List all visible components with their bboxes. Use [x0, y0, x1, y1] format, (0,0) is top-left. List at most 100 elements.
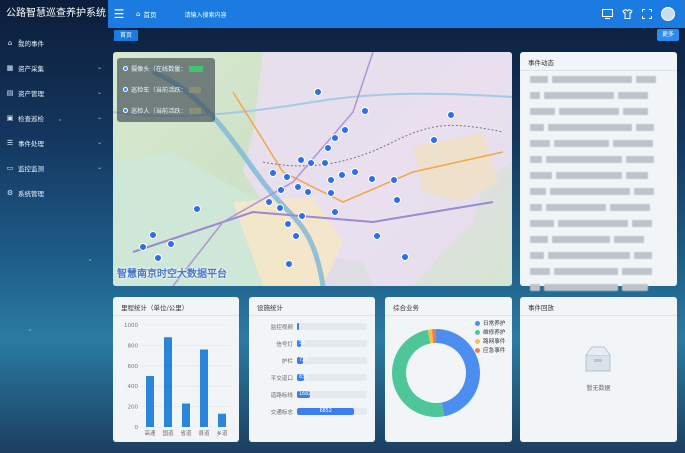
menu-toggle-icon[interactable]: ☰ [113, 7, 125, 21]
legend-vehicle-badge [188, 86, 201, 93]
business-title: 综合业务 [385, 297, 512, 316]
legend-camera[interactable]: 摄像头（在线数量： [123, 64, 209, 73]
legend-inspector-badge [188, 107, 201, 114]
tab-bar: 首页 更多 [108, 28, 685, 42]
sidebar-item-monitoring[interactable]: ▭ 监控监测 ⌄ [0, 155, 108, 180]
redacted-text [530, 92, 540, 99]
event-row[interactable] [530, 284, 671, 295]
donut-slice[interactable] [431, 329, 436, 344]
event-row[interactable] [530, 204, 671, 215]
sidebar-item-asset-collection[interactable]: ▦ 资产采集 ⌄ [0, 55, 108, 80]
screen-icon[interactable] [601, 8, 613, 20]
legend-inspector[interactable]: 巡检人（当前活跃： [123, 106, 209, 115]
facility-label: 监控视频 [270, 324, 293, 331]
event-row[interactable] [530, 220, 671, 231]
legend-swatch [475, 338, 480, 344]
redacted-text [546, 156, 622, 163]
sidebar-item-my-events[interactable]: ⌂ 我的事件 [0, 30, 108, 55]
bar[interactable] [200, 349, 208, 427]
legend-vehicle[interactable]: 巡检车（当前活跃： [123, 85, 209, 94]
redacted-text [548, 252, 630, 259]
chevron-down-icon: ⌄ [96, 114, 102, 121]
fullscreen-icon[interactable] [641, 8, 653, 20]
redacted-text [556, 172, 622, 179]
legend-item[interactable]: 维修养护 [475, 328, 515, 336]
home-link[interactable]: ⌂ 首页 [136, 9, 156, 19]
event-row[interactable] [530, 236, 671, 247]
bar[interactable] [182, 403, 190, 427]
legend-camera-label: 摄像头（在线数量： [131, 66, 187, 73]
events-list [520, 76, 677, 295]
redacted-text [530, 268, 550, 275]
redacted-text [530, 140, 550, 147]
legend-item[interactable]: 路网事件 [475, 337, 515, 345]
home-icon: ⌂ [136, 10, 141, 18]
map-title: 智慧南京时空大数据平台 [117, 269, 227, 280]
facility-row: 交通标志 6852 [257, 406, 367, 417]
legend-item[interactable]: 日常养护 [475, 319, 515, 327]
redacted-text [610, 204, 650, 211]
sidebar: 公路智慧巡查养护系统 ⌂ 我的事件 ▦ 资产采集 ⌄ ▤ 资产管理 ⌄ ▣ 检查… [0, 0, 108, 453]
redacted-text [636, 76, 656, 83]
list-icon: ☰ [6, 138, 14, 147]
mileage-title: 里程统计（单位/公里） [113, 297, 239, 316]
redacted-text [632, 220, 652, 227]
sidebar-item-label: 资产管理 [18, 89, 44, 98]
sidebar-item-system-management[interactable]: ⚙ 系统管理 [0, 180, 108, 205]
top-actions [601, 7, 685, 21]
sidebar-item-asset-management[interactable]: ▤ 资产管理 ⌄ [0, 80, 108, 105]
legend-label: 维修养护 [483, 330, 506, 336]
event-row[interactable] [530, 188, 671, 199]
event-row[interactable] [530, 268, 671, 279]
redacted-text [530, 252, 544, 259]
redacted-text [530, 108, 555, 115]
x-tick-label: 县道 [198, 429, 210, 437]
shirt-icon[interactable] [621, 8, 633, 20]
doc-icon: ▣ [6, 113, 14, 122]
event-row[interactable] [530, 172, 671, 183]
y-tick-label: 600 [128, 364, 139, 370]
donut-slice[interactable] [392, 329, 445, 417]
redacted-text [626, 172, 648, 179]
redacted-text [626, 156, 654, 163]
sidebar-item-inspection[interactable]: ▣ 检查巡检 ⌄ [0, 105, 108, 130]
redacted-text [530, 188, 546, 195]
bar[interactable] [218, 413, 226, 427]
redacted-text [618, 92, 648, 99]
events-panel-title: 事件动态 [520, 52, 677, 71]
event-row[interactable] [530, 92, 671, 103]
y-tick-label: 0 [135, 425, 139, 431]
redacted-text [634, 188, 654, 195]
business-card: 综合业务 日常养护维修养护 路网事件 应急事件 [385, 297, 512, 442]
facility-label: 平交道口 [270, 375, 293, 382]
legend-item[interactable]: 应急事件 [475, 346, 515, 354]
app-title: 公路智慧巡查养护系统 [6, 8, 106, 19]
tab-home[interactable]: 首页 [114, 30, 139, 41]
event-row[interactable] [530, 252, 671, 263]
y-tick-label: 800 [128, 343, 139, 349]
y-tick-label: 400 [128, 384, 139, 390]
event-row[interactable] [530, 140, 671, 151]
events-panel: 事件动态 [520, 52, 677, 291]
event-row[interactable] [530, 124, 671, 135]
more-button[interactable]: 更多 [656, 29, 679, 41]
event-row[interactable] [530, 76, 671, 87]
facilities-card: 设施统计 监控视频 信号灯 56 护栏 726 平交道口 833 道路标线 1682 交通标志 68… [249, 297, 375, 442]
bar[interactable] [146, 376, 154, 427]
search-input[interactable]: 请输入搜索内容 [184, 11, 227, 19]
event-row[interactable] [530, 108, 671, 119]
monitor-icon: ▭ [6, 163, 14, 172]
sidebar-item-event-handling[interactable]: ☰ 事件处理 ⌄ [0, 130, 108, 155]
redacted-text [530, 124, 544, 131]
bar[interactable] [164, 337, 172, 427]
map-panel[interactable]: 摄像头（在线数量： 巡检车（当前活跃： 巡检人（当前活跃： 智慧南京时空大数据平… [113, 52, 512, 286]
avatar[interactable] [661, 7, 675, 21]
redacted-text [530, 284, 540, 291]
event-row[interactable] [530, 156, 671, 167]
facilities-title: 设施统计 [249, 297, 375, 316]
mileage-card: 里程统计（单位/公里） 0 200 400 600 800 1000 高速 国道 省道 县道 乡道 [113, 297, 239, 442]
donut-slice[interactable] [436, 329, 481, 417]
redacted-text [544, 284, 618, 291]
donut-slice[interactable] [427, 329, 434, 344]
map-canvas [113, 52, 512, 286]
